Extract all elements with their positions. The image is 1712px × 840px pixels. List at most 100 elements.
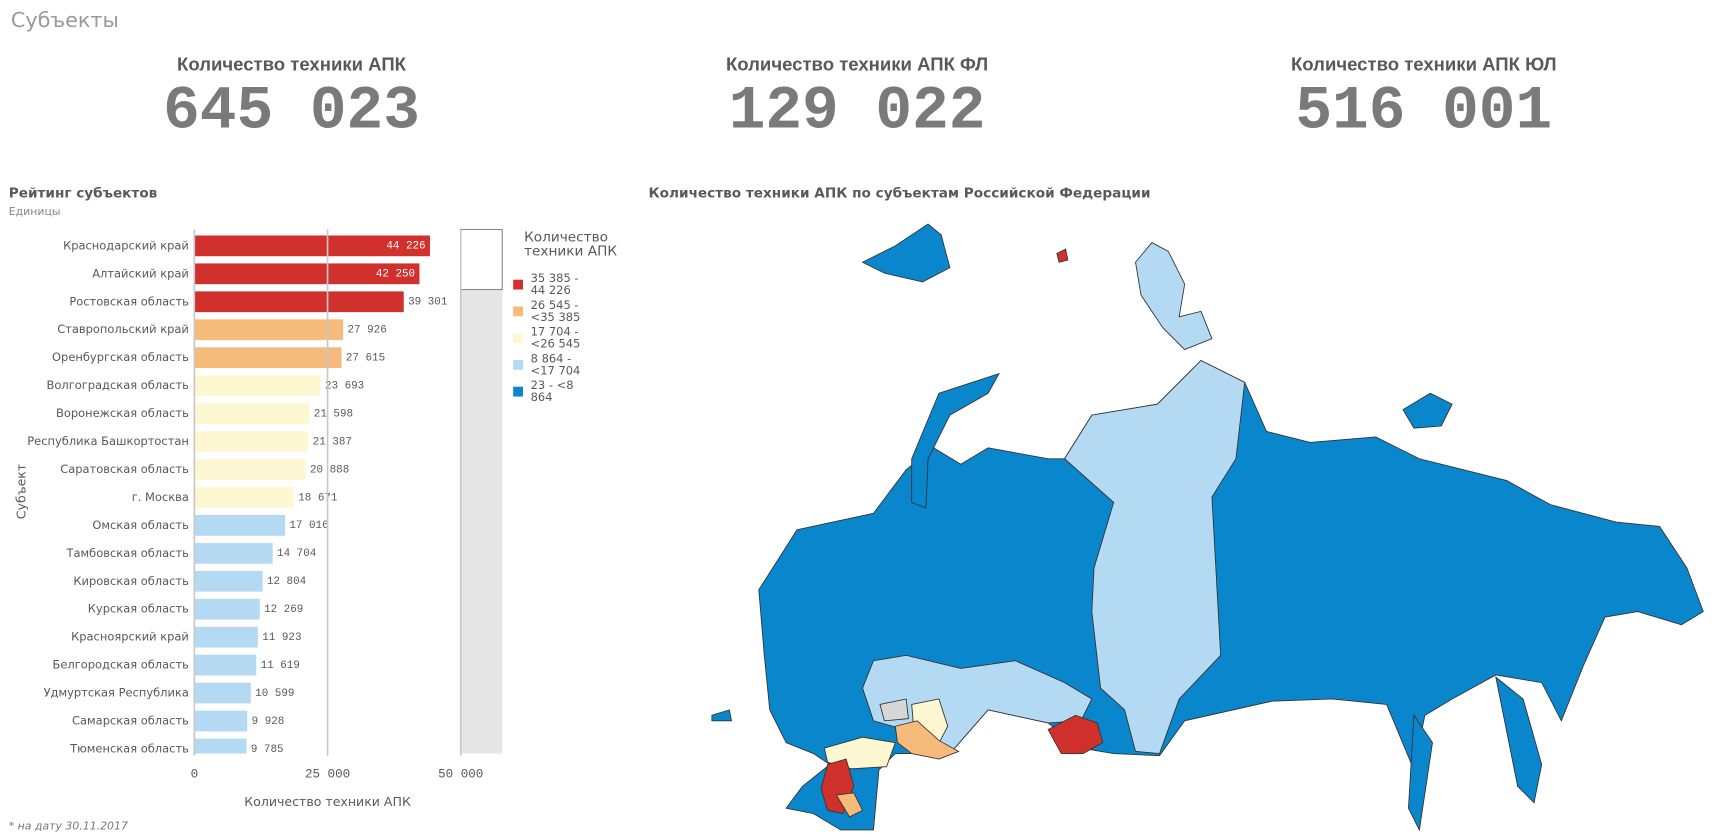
kpi-label: Количество техники АПК ЮЛ	[1291, 54, 1557, 75]
bar	[194, 263, 420, 285]
bar	[194, 487, 294, 508]
value-label: 27 926	[348, 325, 387, 337]
value-label: 23 693	[325, 380, 364, 392]
bar	[194, 738, 247, 754]
y-tick-label: Белгородская область	[53, 658, 190, 672]
y-tick-label: Курская область	[88, 602, 189, 616]
legend-title-box: Количество техники АПК	[524, 229, 618, 260]
kpi-label: Количество техники АПК	[177, 54, 407, 75]
bar	[194, 431, 309, 452]
value-label: 11 923	[262, 632, 301, 644]
chart-subtitle: Единицы	[9, 205, 61, 218]
bar	[194, 319, 344, 341]
map-region	[1047, 714, 1104, 754]
x-axis-label: Количество техники АПК	[244, 794, 411, 809]
map-region	[835, 792, 864, 818]
bar	[194, 459, 306, 480]
kpi-value: 645 023	[163, 78, 420, 147]
scroll-thumb[interactable]	[460, 228, 503, 291]
bar	[194, 570, 263, 592]
y-axis-label: Субъект	[13, 464, 28, 519]
legend-swatch	[513, 386, 523, 397]
legend-label: 8 864 - <17 704	[530, 353, 581, 378]
y-tick-label: Республика Башкортостан	[27, 434, 189, 448]
value-label: 9 928	[252, 716, 285, 728]
y-tick-label: Омская область	[92, 518, 189, 532]
footnote: * на дату 30.11.2017	[9, 820, 128, 833]
map-region	[1135, 242, 1213, 351]
bar	[194, 710, 248, 732]
map-region	[861, 223, 951, 283]
legend-label: 35 385 - 44 226	[530, 273, 579, 298]
map-region	[1056, 248, 1069, 263]
value-label: 12 804	[267, 576, 306, 588]
y-tick-label: Воронежская область	[56, 406, 189, 420]
y-tick-label: г. Москва	[132, 490, 189, 504]
y-tick-label: Алтайский край	[92, 266, 189, 280]
value-label: 39 301	[408, 297, 448, 309]
bar	[194, 291, 404, 313]
sheet-title: Субъекты	[11, 8, 119, 32]
plot-area: Краснодарский край 44 226 Алтайский край 42…	[27, 235, 448, 756]
kpi-label: Количество техники АПК ФЛ	[726, 54, 988, 75]
map-region	[1495, 676, 1543, 804]
legend-label-box: 35 385 - 44 226	[530, 273, 579, 298]
legend-label-box: 26 545 - <35 385	[530, 299, 581, 324]
y-tick-label: Самарская область	[72, 714, 189, 728]
legend-label: 17 704 - <26 545	[530, 326, 581, 351]
y-tick-label: Кировская область	[73, 574, 189, 588]
value-label: 20 888	[310, 464, 349, 476]
map-region	[911, 372, 1000, 509]
bar	[194, 682, 251, 704]
bar	[194, 598, 260, 620]
bar	[194, 375, 321, 396]
legend-label: 26 545 - <35 385	[530, 299, 581, 324]
y-tick-label: Ростовская область	[69, 294, 189, 308]
value-label: 44 226	[386, 241, 425, 253]
y-tick-label: Оренбургская область	[52, 350, 189, 364]
y-tick-label: Краснодарский край	[63, 238, 189, 252]
legend-swatch	[513, 306, 523, 317]
value-label: 17 016	[289, 520, 328, 532]
map-region	[879, 698, 909, 722]
bar	[194, 235, 430, 257]
legend-label-box: 8 864 - <17 704	[530, 353, 581, 378]
map-title: Количество техники АПК по субъектам Росс…	[649, 185, 1151, 201]
value-label: 18 671	[298, 492, 338, 504]
bar	[194, 626, 258, 648]
legend-label-box: 17 704 - <26 545	[530, 326, 581, 351]
legend-title: Количество техники АПК	[524, 229, 618, 260]
bar	[194, 542, 273, 564]
y-tick-label: Саратовская область	[60, 462, 189, 476]
value-label: 42 250	[376, 269, 415, 281]
value-label: 21 387	[313, 436, 352, 448]
x-tick-label: 50 000	[438, 768, 483, 782]
value-label: 21 598	[314, 408, 353, 420]
value-label: 12 269	[264, 604, 303, 616]
value-label: 9 785	[251, 744, 284, 756]
bar	[194, 514, 286, 536]
bar	[194, 654, 257, 676]
value-label: 14 704	[277, 548, 316, 560]
map-region	[1402, 392, 1453, 429]
legend-label-box: 23 - <8 864	[531, 380, 574, 404]
scrollbar[interactable]	[460, 229, 503, 754]
legend-swatch	[513, 279, 523, 290]
map-region	[1063, 359, 1246, 755]
value-label: 27 615	[346, 353, 385, 365]
map	[711, 223, 1704, 832]
map-region	[1408, 714, 1433, 832]
kpi-value: 516 001	[1295, 78, 1552, 147]
y-tick-label: Удмуртская Республика	[44, 686, 189, 700]
map-region	[711, 709, 733, 722]
y-tick-label: Тюменская область	[69, 741, 189, 755]
chart-title: Рейтинг субъектов	[9, 185, 158, 201]
legend-swatch	[513, 359, 523, 370]
y-tick-label: Ставропольский край	[57, 322, 189, 336]
value-label: 11 619	[261, 660, 300, 672]
y-tick-label: Волгоградская область	[47, 378, 190, 392]
x-tick-label: 25 000	[305, 768, 350, 782]
y-tick-label: Тамбовская область	[66, 546, 190, 560]
